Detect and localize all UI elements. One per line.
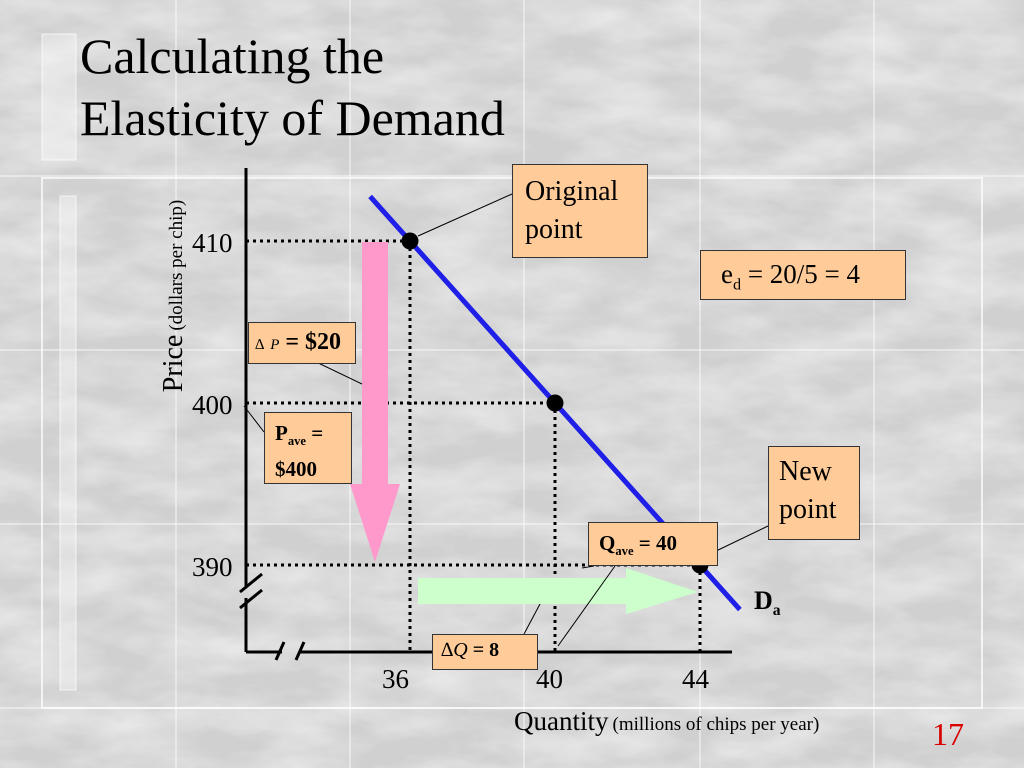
p-ave-value: $400 — [275, 457, 317, 482]
x-axis-label: Quantity (millions of chips per year) — [514, 706, 819, 737]
y-tick-410: 410 — [192, 228, 233, 258]
q-ave-callout: Qave = 40 — [588, 522, 718, 566]
y-axis-label-main: Price — [158, 334, 189, 393]
x-tick-36: 36 — [382, 664, 409, 694]
demand-curve-label-main: D — [754, 586, 773, 615]
elasticity-main: e — [721, 259, 733, 289]
q-ave-sub: ave — [615, 544, 634, 559]
p-ave-callout: Pave = $400 — [264, 412, 352, 484]
q-ave-value: = 40 — [633, 531, 677, 555]
x-axis-label-main: Quantity — [514, 706, 609, 736]
original-point-callout: Original point — [512, 164, 648, 258]
data-point-36-410 — [401, 232, 419, 250]
elasticity-value: = 20/5 = 4 — [741, 259, 861, 289]
q-ave-main: Q — [599, 531, 616, 555]
slide-title-line-2: Elasticity of Demand — [80, 90, 505, 146]
y-axis-break-1 — [239, 572, 263, 594]
quantity-change-arrow — [418, 568, 698, 614]
x-tick-44: 44 — [682, 664, 709, 694]
delta-q-value: = 8 — [467, 639, 500, 661]
price-change-arrow — [350, 242, 400, 562]
leader-p-ave — [243, 405, 265, 433]
leader-new-point — [713, 525, 769, 553]
page-number: 17 — [932, 716, 964, 752]
x-axis-break-2 — [294, 641, 306, 661]
demand-curve-label: Da — [754, 586, 781, 620]
leader-delta-q — [523, 603, 541, 635]
y-axis-break-2 — [239, 588, 263, 610]
y-tick-390: 390 — [192, 552, 233, 582]
delta-q-callout: ∆Q = 8 — [432, 634, 538, 670]
original-point-label: Original point — [525, 176, 619, 245]
delta-p-symbol: ∆ — [255, 337, 265, 353]
x-axis-label-units: (millions of chips per year) — [612, 714, 820, 735]
leader-q-ave-1 — [557, 565, 616, 647]
new-point-callout: New point — [768, 446, 860, 540]
p-ave-eq: = — [306, 421, 324, 445]
delta-p-callout: ∆ P = $20 — [248, 322, 356, 364]
slide-title-line-1: Calculating the — [80, 28, 385, 84]
elasticity-callout: ed = 20/5 = 4 — [700, 250, 906, 300]
leader-q-ave-2 — [581, 565, 595, 569]
delta-p-value: = $20 — [285, 329, 342, 355]
delta-p-var: P — [270, 337, 280, 353]
x-axis-break-1 — [274, 641, 286, 661]
delta-q-symbol: ∆ — [441, 639, 454, 661]
x-tick-40: 40 — [536, 664, 563, 694]
y-axis-label-units: (dollars per chip) — [166, 199, 187, 331]
new-point-label: New point — [779, 456, 837, 525]
p-ave-main: P — [275, 421, 288, 445]
y-tick-400: 400 — [192, 390, 233, 420]
delta-q-var: Q — [453, 639, 468, 661]
leader-original-point — [417, 193, 513, 237]
leader-delta-p — [311, 359, 363, 385]
p-ave-sub: ave — [287, 434, 307, 449]
demand-curve-label-sub: a — [772, 602, 781, 620]
data-point-40-400 — [546, 394, 564, 412]
elasticity-sub: d — [732, 275, 742, 294]
